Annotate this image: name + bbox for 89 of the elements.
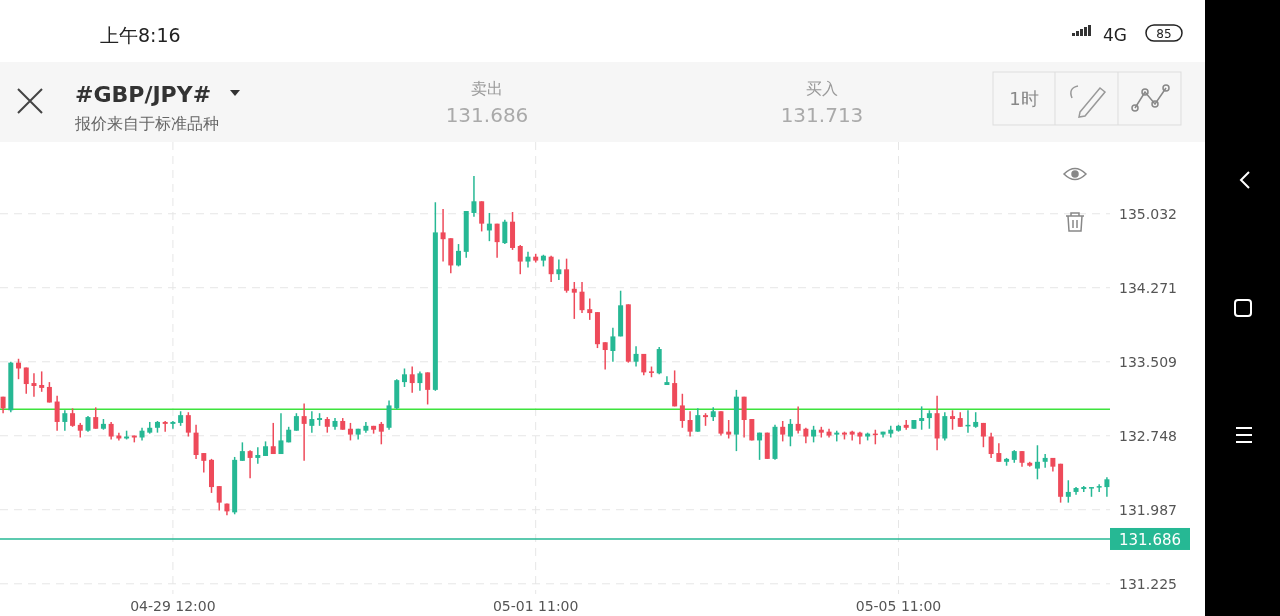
candlestick [610,326,616,363]
candlestick [795,405,801,435]
candlestick [93,406,99,430]
candlestick [193,424,199,460]
candlestick [255,446,261,465]
candlestick [903,419,909,431]
text: 4G [1103,25,1127,45]
candlestick [888,425,894,439]
candlestick [517,244,523,275]
candlestick [1034,444,1040,481]
candlestick [950,409,956,431]
candlestick [62,409,68,432]
candlestick [201,452,207,474]
y-tick-label: 132.748 [1119,427,1177,444]
candlestick [278,412,284,455]
candlestick [679,393,685,429]
candlestick [247,449,253,480]
candlestick [757,431,763,461]
candlestick [726,419,732,440]
candlestick [556,258,562,281]
y-tick-label: 131.225 [1119,575,1177,592]
chart-subtitle: 报价来自于标准品种 [74,114,219,133]
candlestick [185,411,191,438]
candlestick [988,431,994,459]
candlestick [425,371,431,406]
candlestick [479,200,485,233]
candlestick [687,410,693,438]
candlestick [548,254,554,283]
candlestick [39,370,45,393]
y-tick-label: 135.032 [1119,205,1177,222]
candlestick [239,441,245,462]
candlestick [672,369,678,408]
x-tick-label: 05-05 11:00 [855,598,942,614]
candlestick [996,442,1002,463]
candlestick [602,341,608,371]
candlestick [664,375,670,386]
candlestick [162,420,168,433]
candlestick [23,366,29,395]
candlestick [1096,483,1102,493]
candlestick [409,365,415,394]
candlestick [386,399,392,431]
candlestick [1042,453,1048,469]
candlestick [919,405,925,431]
candlestick [270,422,276,455]
candlestick [471,175,477,218]
x-tick-label: 05-01 11:00 [492,598,579,614]
candlestick [564,257,570,294]
candlestick [456,243,462,268]
candlestick [633,345,639,368]
text: 131.686 [445,103,529,127]
y-tick-label: 134.271 [1119,279,1177,296]
ref-line-label: 131.686 [1118,530,1182,549]
text: 卖出 [471,79,503,98]
candlestick [70,407,76,428]
candlestick [378,421,384,446]
candlestick [502,219,508,245]
candlestick [780,420,786,443]
candlestick [695,407,701,433]
candlestick [579,281,585,314]
candlestick [571,281,577,320]
candlestick [401,367,407,388]
chart-title: #GBP/JPY# [75,82,212,107]
y-tick-label: 133.509 [1119,353,1177,370]
candlestick [440,208,446,263]
candlestick [54,394,60,432]
candlestick [741,395,747,439]
candlestick [980,422,986,448]
candlestick [301,402,307,462]
x-tick-label: 04-29 12:00 [130,598,216,614]
candlestick [170,420,176,430]
candlestick [718,410,724,437]
y-tick-label: 131.987 [1119,501,1177,518]
candlestick [31,372,37,398]
candlestick [417,370,423,392]
text: 买入 [806,79,838,98]
text: 1时 [1009,88,1039,109]
candlestick [926,409,932,430]
candlestick [494,222,500,259]
text: 131.713 [780,103,864,127]
candlestick [942,411,948,442]
candlestick [1104,476,1110,498]
candlestick [587,297,593,321]
text: 85 [1156,27,1172,41]
text: 上午8:16 [100,24,181,46]
candlestick [309,410,315,434]
candlestick [216,485,222,512]
candlestick [1065,479,1071,504]
candlestick [46,381,52,404]
candlestick [787,418,793,447]
